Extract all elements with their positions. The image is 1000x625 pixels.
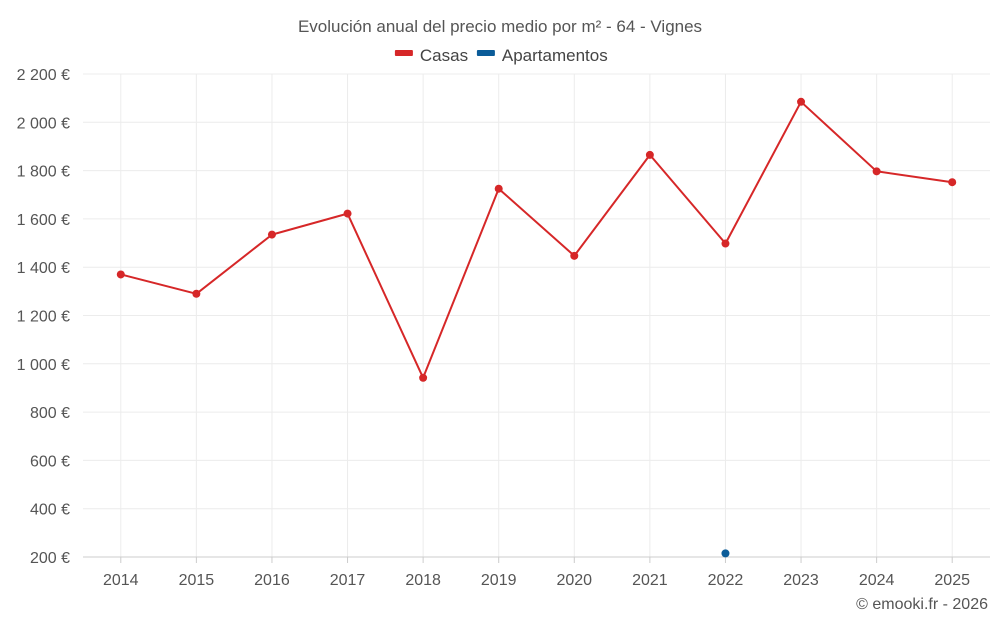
data-point[interactable] xyxy=(267,230,276,239)
series-casas xyxy=(116,97,957,382)
axes: 200 € 400 € 600 € 800 € 1 000 € 1 200 € 1 400 … xyxy=(17,67,990,589)
data-point[interactable] xyxy=(721,239,730,248)
legend-label: Apartamentos xyxy=(502,46,608,65)
legend-item-apartamentos[interactable]: Apartamentos xyxy=(476,46,608,65)
data-point[interactable] xyxy=(419,373,428,382)
x-tick-label: 2025 xyxy=(934,572,970,589)
y-tick-label: 1 400 € xyxy=(17,260,70,277)
x-tick-label: 2014 xyxy=(103,572,139,589)
series-apartamentos xyxy=(721,549,730,558)
y-tick-label: 1 200 € xyxy=(17,309,70,326)
legend-swatch xyxy=(476,50,495,56)
data-point[interactable] xyxy=(494,184,503,193)
y-tick-label: 2 200 € xyxy=(17,67,70,84)
legend-label: Casas xyxy=(420,46,468,65)
x-tick-label: 2018 xyxy=(405,572,441,589)
legend-item-casas[interactable]: Casas xyxy=(394,46,468,65)
y-tick-label: 600 € xyxy=(30,453,70,470)
legend-swatch xyxy=(394,50,413,56)
y-tick-label: 1 800 € xyxy=(17,164,70,181)
x-tick-label: 2019 xyxy=(481,572,517,589)
x-tick-label: 2015 xyxy=(179,572,215,589)
series-layer xyxy=(116,97,957,558)
x-tick-label: 2022 xyxy=(708,572,744,589)
grid xyxy=(83,73,990,558)
data-point[interactable] xyxy=(872,167,881,176)
x-tick-label: 2021 xyxy=(632,572,668,589)
x-tick-label: 2024 xyxy=(859,572,895,589)
data-point[interactable] xyxy=(721,549,730,558)
data-point[interactable] xyxy=(343,209,352,218)
x-tick-label: 2023 xyxy=(783,572,819,589)
data-point[interactable] xyxy=(797,97,806,106)
chart-title: Evolución anual del precio medio por m² … xyxy=(298,17,702,36)
data-point[interactable] xyxy=(645,150,654,159)
legend: Casas Apartamentos xyxy=(394,46,608,65)
y-tick-label: 400 € xyxy=(30,502,70,519)
x-tick-label: 2020 xyxy=(556,572,592,589)
data-point[interactable] xyxy=(192,289,201,298)
data-point[interactable] xyxy=(570,251,579,260)
data-point[interactable] xyxy=(116,270,125,279)
y-tick-label: 1 600 € xyxy=(17,212,70,229)
credit-text: © emooki.fr - 2026 xyxy=(856,596,988,613)
y-tick-label: 200 € xyxy=(30,550,70,567)
x-tick-label: 2017 xyxy=(330,572,366,589)
data-point[interactable] xyxy=(948,178,957,187)
series-line-casas xyxy=(120,100,953,379)
y-tick-label: 800 € xyxy=(30,405,70,422)
x-tick-label: 2016 xyxy=(254,572,290,589)
y-tick-label: 2 000 € xyxy=(17,115,70,132)
y-tick-label: 1 000 € xyxy=(17,357,70,374)
